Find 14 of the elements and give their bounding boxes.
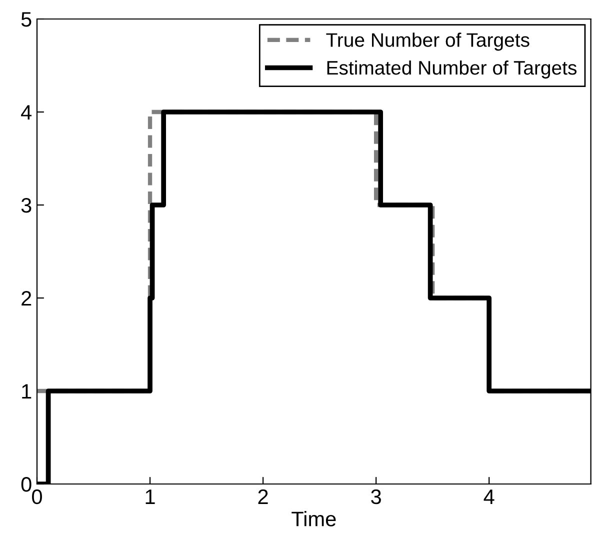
y-tick-label: 4	[21, 105, 32, 120]
y-tick-label: 5	[21, 12, 32, 27]
x-tick-label: 2	[258, 489, 268, 504]
x-tick-label: 3	[371, 489, 381, 504]
legend-label: True Number of Targets	[326, 32, 530, 51]
legend-label: Estimated Number of Targets	[327, 60, 577, 79]
y-tick-label: 1	[22, 384, 32, 399]
x-axis-title: Time	[292, 511, 336, 526]
y-tick-label: 3	[21, 198, 32, 213]
y-tick-label: 0	[21, 477, 32, 492]
x-tick-label: 4	[484, 490, 494, 504]
x-tick-label: 0	[32, 489, 42, 504]
x-tick-label: 1	[146, 490, 155, 504]
y-tick-label: 2	[22, 291, 32, 306]
